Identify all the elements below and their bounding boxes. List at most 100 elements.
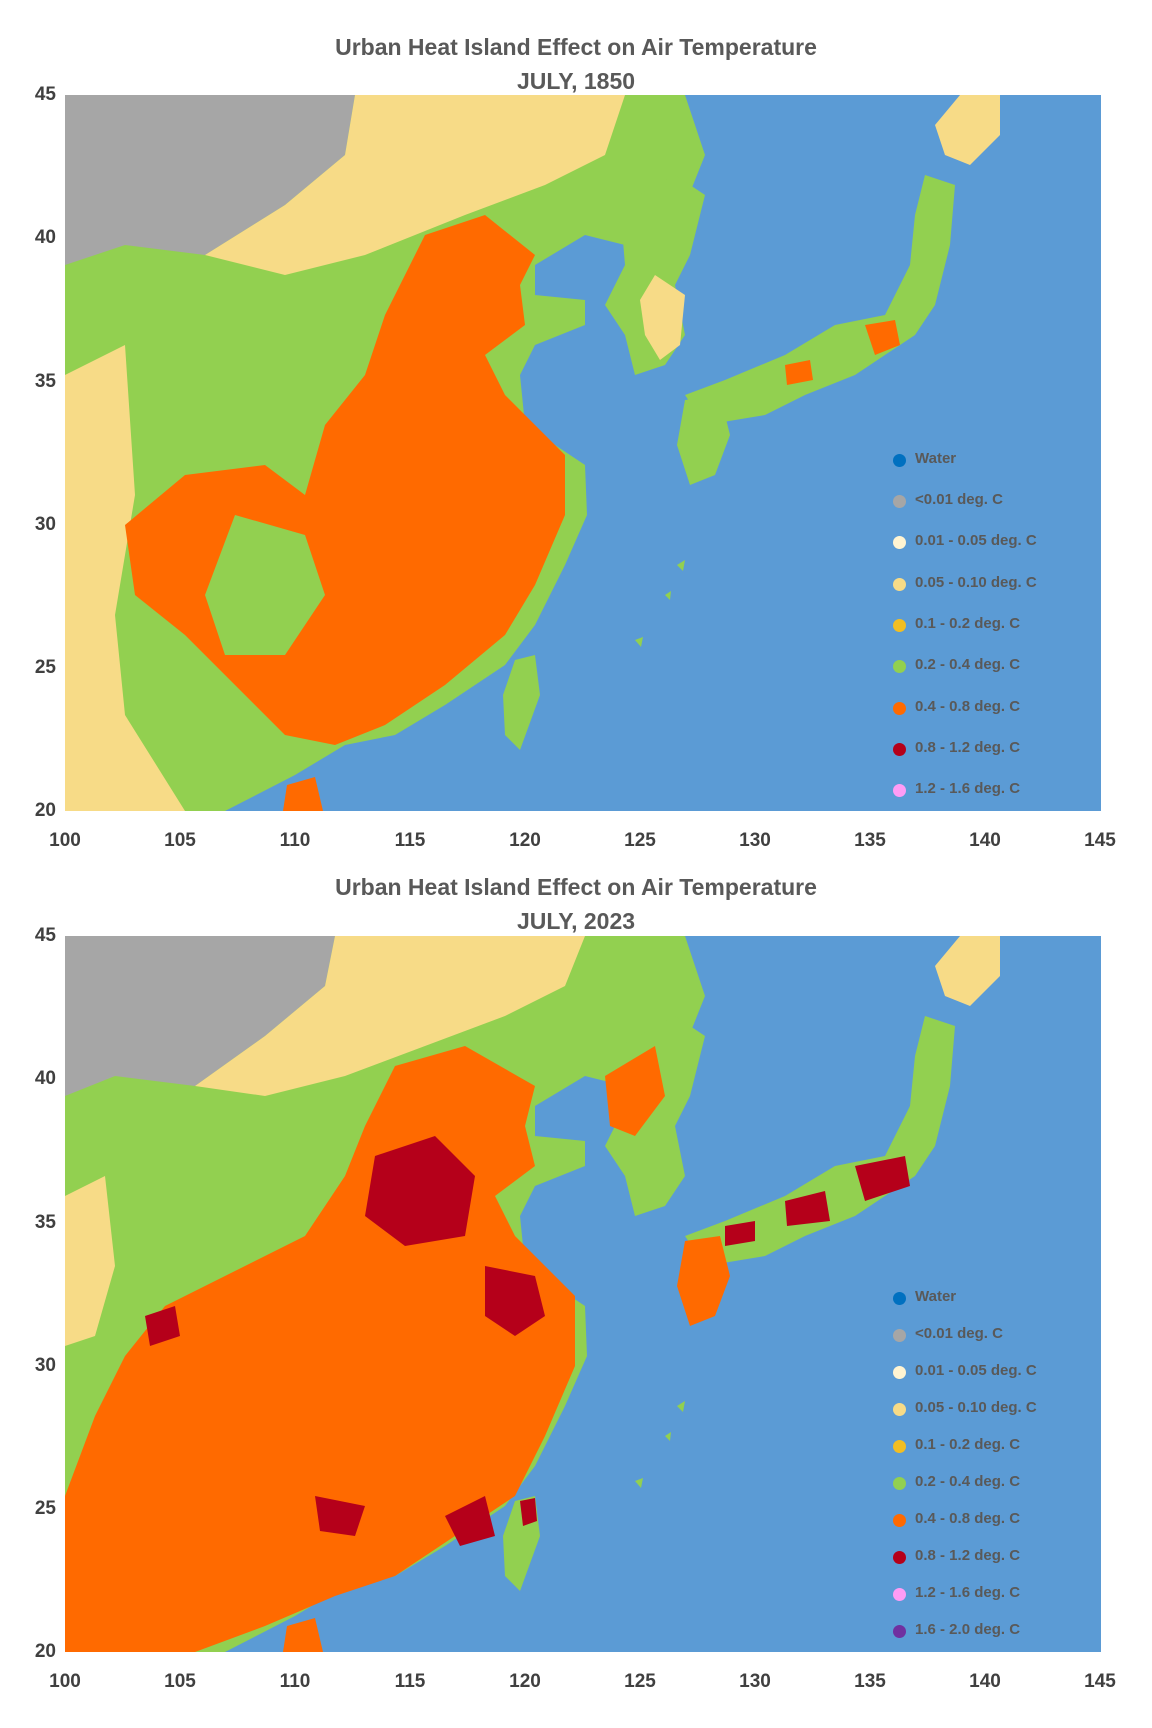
- legend-label: Water: [915, 1288, 957, 1305]
- legend-label: 0.2 - 0.4 deg. C: [915, 656, 1021, 673]
- legend-label: 0.01 - 0.05 deg. C: [915, 1362, 1037, 1379]
- hainan-land: [283, 777, 323, 811]
- legend-swatch: [893, 784, 906, 797]
- legend-swatch: [893, 536, 906, 549]
- legend-label: 0.01 - 0.05 deg. C: [915, 532, 1037, 549]
- green-inner-patch: [205, 515, 325, 655]
- legend-label: 1.6 - 2.0 deg. C: [915, 1621, 1021, 1638]
- x-tick-label: 125: [624, 1671, 656, 1692]
- x-tick-label: 120: [509, 830, 541, 851]
- yellow-west-band: [65, 345, 185, 811]
- japan-honshu: [685, 175, 955, 425]
- taiwan-red-urban: [520, 1498, 537, 1526]
- x-tick-label: 145: [1084, 830, 1116, 851]
- legend-label: 0.05 - 0.10 deg. C: [915, 574, 1037, 591]
- legend-label: <0.01 deg. C: [915, 491, 1003, 508]
- legend-swatch: [893, 1588, 906, 1601]
- japan-red-urban: [725, 1156, 910, 1246]
- x-tick-label: 105: [164, 830, 196, 851]
- legend-swatch: [893, 660, 906, 673]
- y-tick-label: 45: [34, 925, 56, 946]
- x-tick-label: 100: [49, 830, 81, 851]
- uhi-map-2023-svg: [65, 936, 1000, 1652]
- ryukyu-islands: [635, 1401, 685, 1488]
- legend-swatch: [893, 1477, 906, 1490]
- legend-label: 0.4 - 0.8 deg. C: [915, 698, 1021, 715]
- map-legend-1850: Water <0.01 deg. C 0.01 - 0.05 deg. C 0.…: [893, 450, 1093, 810]
- x-tick-label: 120: [509, 1671, 541, 1692]
- map-panel-2023: Urban Heat Island Effect on Air Temperat…: [0, 864, 1152, 1728]
- legend-label: 0.05 - 0.10 deg. C: [915, 1399, 1037, 1416]
- korea-orange: [605, 1046, 665, 1136]
- x-tick-label: 130: [739, 830, 771, 851]
- legend-swatch: [893, 1625, 906, 1638]
- x-tick-label: 135: [854, 830, 886, 851]
- map-title-line1: Urban Heat Island Effect on Air Temperat…: [335, 874, 817, 900]
- y-tick-label: 20: [34, 800, 56, 821]
- yellow-northern-band: [195, 936, 585, 1096]
- x-tick-label: 140: [969, 830, 1001, 851]
- hainan-land: [283, 1618, 323, 1652]
- legend-label: 0.1 - 0.2 deg. C: [915, 1436, 1021, 1453]
- legend-label: 1.2 - 1.6 deg. C: [915, 1584, 1021, 1601]
- map-title-line2: JULY, 1850: [516, 68, 636, 94]
- y-tick-label: 45: [34, 84, 56, 105]
- legend-label: 1.2 - 1.6 deg. C: [915, 780, 1021, 797]
- x-tick-label: 100: [49, 1671, 81, 1692]
- y-tick-label: 35: [34, 1212, 56, 1233]
- x-tick-label: 110: [279, 1671, 311, 1692]
- legend-swatch: [893, 743, 906, 756]
- legend-swatch: [893, 1551, 906, 1564]
- legend-label: 0.1 - 0.2 deg. C: [915, 615, 1021, 632]
- y-tick-label: 35: [34, 371, 56, 392]
- x-tick-label: 135: [854, 1671, 886, 1692]
- legend-swatch: [893, 702, 906, 715]
- yellow-northern-band: [205, 95, 625, 275]
- legend-swatch: [893, 619, 906, 632]
- uhi-map-1850: [65, 95, 1101, 811]
- gray-desert-region: [65, 936, 335, 1096]
- x-tick-label: 115: [394, 1671, 426, 1692]
- uhi-map-1850-svg: [65, 95, 1000, 811]
- x-tick-label: 130: [739, 1671, 771, 1692]
- japan-orange-spots: [785, 320, 900, 385]
- x-tick-label: 115: [394, 830, 426, 851]
- japan-hokkaido: [935, 936, 1000, 1006]
- legend-swatch: [893, 1366, 906, 1379]
- legend-swatch: [893, 454, 906, 467]
- legend-swatch: [893, 1292, 906, 1305]
- legend-swatch: [893, 1329, 906, 1342]
- y-tick-label: 20: [34, 1641, 56, 1662]
- legend-label: 0.8 - 1.2 deg. C: [915, 1547, 1021, 1564]
- y-tick-label: 25: [34, 657, 56, 678]
- legend-swatch: [893, 578, 906, 591]
- map-title-line1: Urban Heat Island Effect on Air Temperat…: [335, 34, 817, 60]
- legend-label: 0.4 - 0.8 deg. C: [915, 1510, 1021, 1527]
- x-tick-label: 125: [624, 830, 656, 851]
- taiwan-land: [503, 655, 540, 750]
- x-tick-label: 110: [279, 830, 311, 851]
- map-panel-1850: Urban Heat Island Effect on Air Temperat…: [34, 34, 1116, 851]
- y-tick-label: 40: [34, 1068, 56, 1089]
- legend-swatch: [893, 1403, 906, 1416]
- y-tick-label: 30: [34, 1355, 56, 1376]
- y-tick-label: 30: [34, 514, 56, 535]
- ryukyu-islands: [635, 560, 685, 647]
- china-red-urban: [145, 1136, 545, 1546]
- legend-swatch: [893, 1514, 906, 1527]
- legend-swatch: [893, 495, 906, 508]
- x-tick-label: 105: [164, 1671, 196, 1692]
- map-legend-2023: Water <0.01 deg. C 0.01 - 0.05 deg. C 0.…: [893, 1288, 1093, 1648]
- gray-desert-region: [65, 95, 355, 265]
- map-title-line2: JULY, 2023: [516, 908, 636, 934]
- uhi-map-2023: [65, 936, 1101, 1652]
- korea-yellow: [640, 275, 685, 360]
- legend-label: 0.2 - 0.4 deg. C: [915, 1473, 1021, 1490]
- legend-label: Water: [915, 450, 957, 467]
- y-tick-label: 40: [34, 227, 56, 248]
- japan-hokkaido: [935, 95, 1000, 165]
- x-tick-label: 140: [969, 1671, 1001, 1692]
- legend-label: 0.8 - 1.2 deg. C: [915, 739, 1021, 756]
- legend-swatch: [893, 1440, 906, 1453]
- yellow-west-band: [65, 1176, 115, 1346]
